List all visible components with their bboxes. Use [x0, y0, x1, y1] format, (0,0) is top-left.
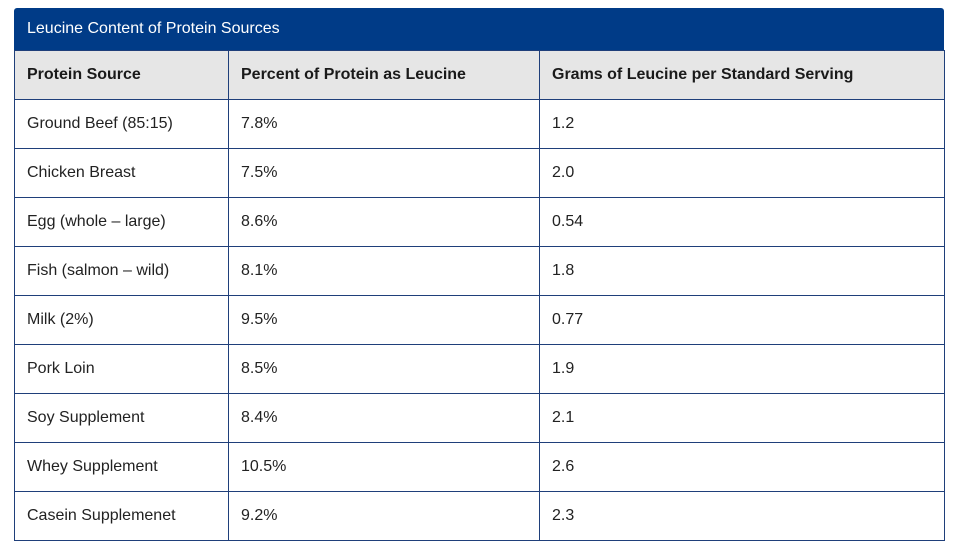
cell-grams-leucine: 0.77 [539, 295, 945, 345]
cell-protein-source: Whey Supplement [14, 442, 229, 492]
cell-percent-leucine: 9.2% [228, 491, 540, 541]
cell-percent-leucine: 8.1% [228, 246, 540, 296]
cell-grams-leucine: 1.8 [539, 246, 945, 296]
cell-protein-source: Pork Loin [14, 344, 229, 394]
cell-percent-leucine: 7.5% [228, 148, 540, 198]
table-row: Milk (2%) 9.5% 0.77 [14, 295, 945, 345]
cell-protein-source: Milk (2%) [14, 295, 229, 345]
column-header-grams-leucine: Grams of Leucine per Standard Serving [539, 50, 945, 100]
table-row: Ground Beef (85:15) 7.8% 1.2 [14, 99, 945, 149]
cell-grams-leucine: 1.9 [539, 344, 945, 394]
cell-percent-leucine: 7.8% [228, 99, 540, 149]
cell-percent-leucine: 8.5% [228, 344, 540, 394]
table-row: Egg (whole – large) 8.6% 0.54 [14, 197, 945, 247]
table-row: Pork Loin 8.5% 1.9 [14, 344, 945, 394]
leucine-table-container: Leucine Content of Protein Sources Prote… [14, 8, 945, 541]
cell-percent-leucine: 8.4% [228, 393, 540, 443]
leucine-table: Protein Source Percent of Protein as Leu… [14, 50, 945, 541]
cell-protein-source: Chicken Breast [14, 148, 229, 198]
table-row: Soy Supplement 8.4% 2.1 [14, 393, 945, 443]
cell-grams-leucine: 2.1 [539, 393, 945, 443]
table-row: Chicken Breast 7.5% 2.0 [14, 148, 945, 198]
cell-protein-source: Casein Supplemenet [14, 491, 229, 541]
cell-protein-source: Fish (salmon – wild) [14, 246, 229, 296]
table-caption: Leucine Content of Protein Sources [14, 8, 944, 50]
cell-percent-leucine: 8.6% [228, 197, 540, 247]
cell-percent-leucine: 9.5% [228, 295, 540, 345]
table-row: Casein Supplemenet 9.2% 2.3 [14, 491, 945, 541]
cell-grams-leucine: 2.3 [539, 491, 945, 541]
cell-protein-source: Soy Supplement [14, 393, 229, 443]
cell-grams-leucine: 1.2 [539, 99, 945, 149]
cell-protein-source: Egg (whole – large) [14, 197, 229, 247]
cell-grams-leucine: 2.0 [539, 148, 945, 198]
table-row: Whey Supplement 10.5% 2.6 [14, 442, 945, 492]
table-row: Fish (salmon – wild) 8.1% 1.8 [14, 246, 945, 296]
cell-grams-leucine: 0.54 [539, 197, 945, 247]
cell-protein-source: Ground Beef (85:15) [14, 99, 229, 149]
cell-grams-leucine: 2.6 [539, 442, 945, 492]
cell-percent-leucine: 10.5% [228, 442, 540, 492]
table-header-row: Protein Source Percent of Protein as Leu… [14, 50, 945, 100]
column-header-protein-source: Protein Source [14, 50, 229, 100]
column-header-percent-leucine: Percent of Protein as Leucine [228, 50, 540, 100]
